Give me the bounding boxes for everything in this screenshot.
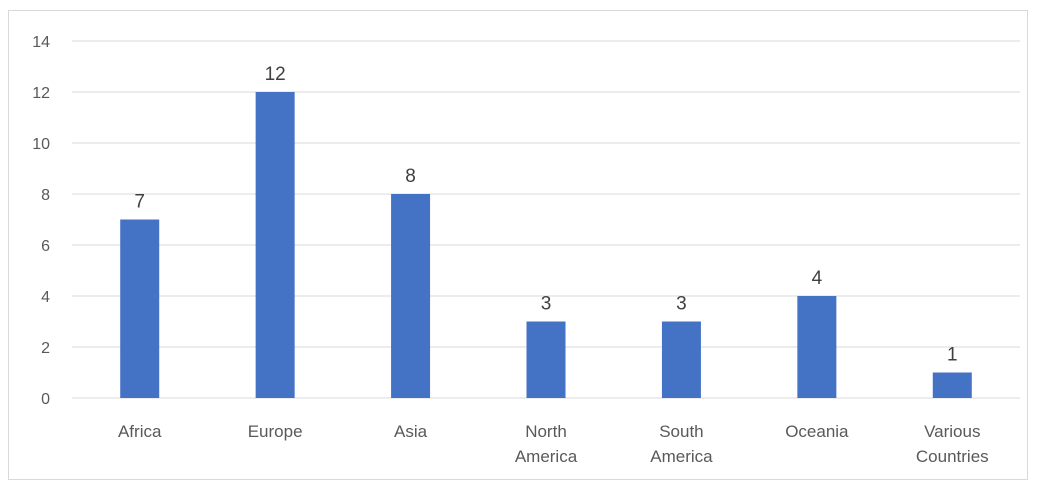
data-label: 1 <box>947 345 958 366</box>
data-label: 4 <box>812 268 823 289</box>
bar-africa <box>120 219 160 398</box>
data-label: 7 <box>134 192 145 213</box>
x-tick-label: Various Countries <box>916 422 989 466</box>
data-label: 3 <box>541 294 552 315</box>
data-label: 8 <box>405 166 416 187</box>
y-tick-label: 6 <box>41 238 50 255</box>
y-tick-label: 2 <box>41 340 50 357</box>
x-tick-label: Africa <box>118 422 162 441</box>
bar-north-america <box>526 321 566 398</box>
bar-asia <box>391 194 431 398</box>
y-tick-label: 14 <box>32 34 50 51</box>
x-tick-label: South America <box>650 422 713 466</box>
gridlines <box>72 40 1020 399</box>
x-tick-label: North America <box>515 422 578 466</box>
bar-various-countries <box>932 372 972 398</box>
x-tick-label: Europe <box>248 422 303 441</box>
y-tick-label: 10 <box>32 136 50 153</box>
x-tick-label: Oceania <box>785 422 849 441</box>
y-axis-ticks: 0 2 4 6 8 10 12 14 <box>32 34 50 408</box>
data-labels: 7 12 8 3 3 4 1 <box>134 64 957 366</box>
x-axis-ticks: Africa Europe Asia North America South America… <box>118 422 989 466</box>
x-tick-label: Asia <box>394 422 428 441</box>
data-label: 3 <box>676 294 687 315</box>
y-tick-label: 0 <box>41 391 50 408</box>
bar-oceania <box>797 296 837 398</box>
bar-europe <box>255 92 295 398</box>
y-tick-label: 8 <box>41 187 50 204</box>
bars <box>120 92 972 398</box>
y-tick-label: 4 <box>41 289 50 306</box>
y-tick-label: 12 <box>32 85 50 102</box>
data-label: 12 <box>265 64 286 85</box>
bar-south-america <box>661 321 701 398</box>
